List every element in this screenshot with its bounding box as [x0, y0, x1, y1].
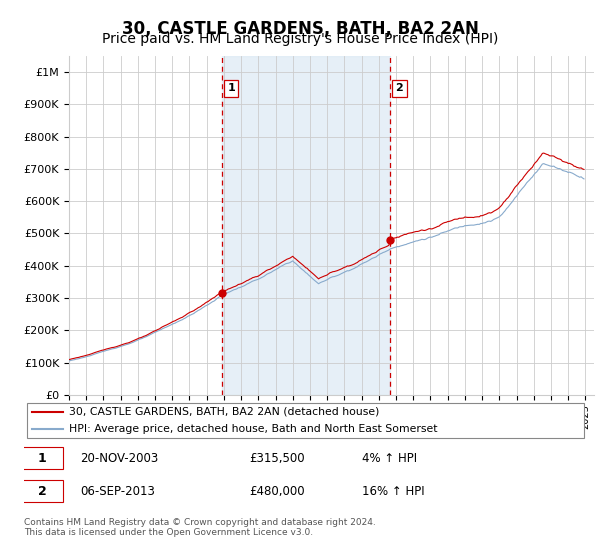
Bar — [222, 56, 391, 395]
FancyBboxPatch shape — [27, 403, 584, 438]
Text: 06-SEP-2013: 06-SEP-2013 — [80, 484, 155, 498]
Text: Price paid vs. HM Land Registry's House Price Index (HPI): Price paid vs. HM Land Registry's House … — [102, 32, 498, 46]
Text: 2: 2 — [38, 484, 46, 498]
FancyBboxPatch shape — [21, 447, 64, 469]
Text: 2: 2 — [395, 83, 403, 94]
Text: £480,000: £480,000 — [250, 484, 305, 498]
Text: 20-NOV-2003: 20-NOV-2003 — [80, 451, 158, 465]
Text: 1: 1 — [227, 83, 235, 94]
Text: Contains HM Land Registry data © Crown copyright and database right 2024.
This d: Contains HM Land Registry data © Crown c… — [24, 518, 376, 538]
FancyBboxPatch shape — [21, 480, 64, 502]
Text: £315,500: £315,500 — [250, 451, 305, 465]
Text: 30, CASTLE GARDENS, BATH, BA2 2AN: 30, CASTLE GARDENS, BATH, BA2 2AN — [122, 20, 478, 38]
Text: 30, CASTLE GARDENS, BATH, BA2 2AN (detached house): 30, CASTLE GARDENS, BATH, BA2 2AN (detac… — [69, 407, 379, 417]
Text: 4% ↑ HPI: 4% ↑ HPI — [362, 451, 418, 465]
Text: HPI: Average price, detached house, Bath and North East Somerset: HPI: Average price, detached house, Bath… — [69, 424, 437, 435]
Text: 1: 1 — [38, 451, 46, 465]
Text: 16% ↑ HPI: 16% ↑ HPI — [362, 484, 425, 498]
